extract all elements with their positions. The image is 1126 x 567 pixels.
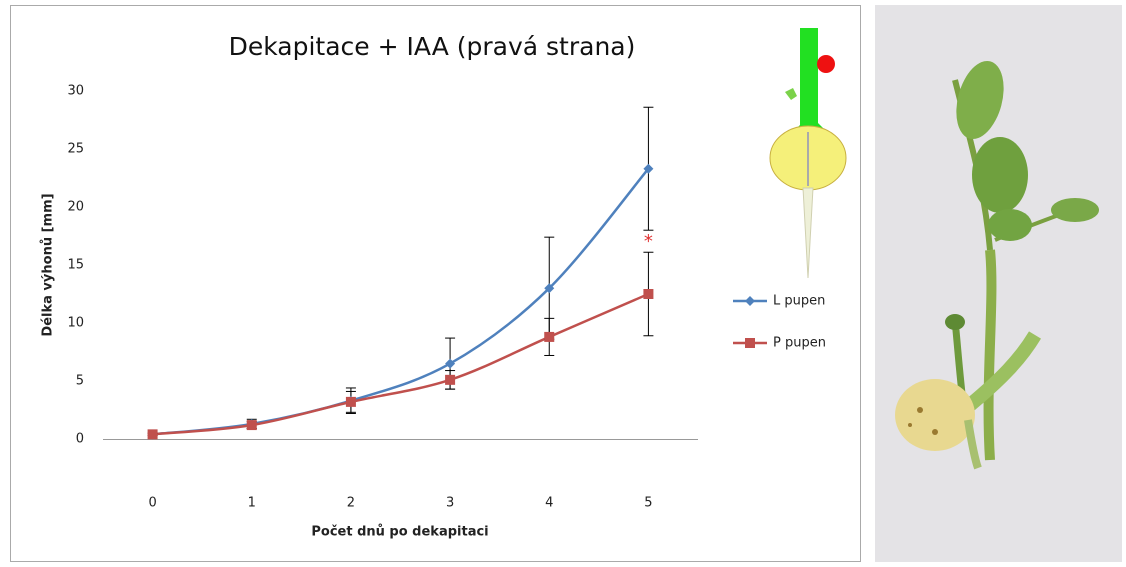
plant-diagram [769,28,847,279]
y-tick-label: 30 [67,84,84,99]
seedling-photo [875,5,1122,562]
data-point [445,374,456,385]
x-tick-label: 4 [545,496,553,511]
annotation: * [644,231,653,252]
x-axis-title: Počet dnů po dekapitaci [311,525,488,540]
data-point [544,331,555,342]
x-tick-label: 0 [148,496,156,511]
x-tick-label: 2 [347,496,355,511]
x-tick-label: 1 [248,496,256,511]
chart-title: Dekapitace + IAA (pravá strana) [229,32,636,61]
data-point [445,358,456,369]
y-axis-title: Délka výhonů [mm] [41,193,56,336]
y-tick-label: 5 [76,374,84,389]
y-tick-label: 10 [67,316,84,331]
data-point [345,396,356,407]
data-point [643,163,654,174]
legend-marker [745,296,755,306]
y-tick-label: 25 [67,142,84,157]
y-tick-label: 15 [67,258,84,273]
legend-label: L pupen [773,294,825,309]
data-point [643,289,654,299]
y-tick-label: 20 [67,200,84,215]
legend-label: P pupen [773,336,826,351]
data-point [147,429,158,440]
y-tick-label: 0 [76,432,84,447]
data-point [246,420,257,431]
x-tick-label: 5 [644,496,652,511]
legend-marker [745,338,755,348]
x-tick-label: 3 [446,496,454,511]
chart-frame [10,5,861,562]
data-point [544,283,555,294]
